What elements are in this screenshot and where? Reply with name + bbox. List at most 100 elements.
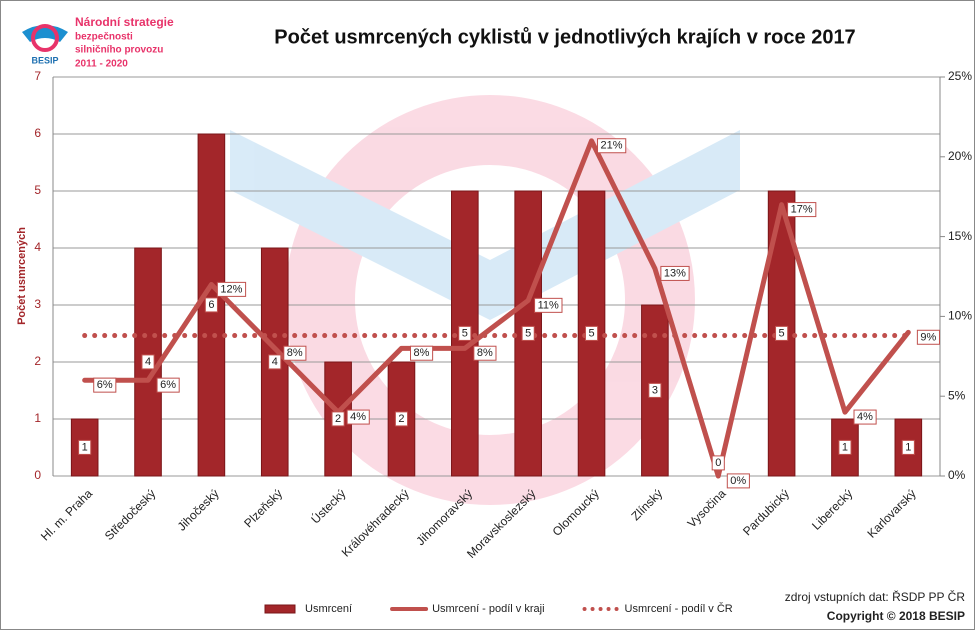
line-value-label-bg [410,345,434,361]
line-value-label: 8% [414,347,430,359]
bar-value-label-box: 2 [331,411,345,427]
bar-value-label: 3 [652,384,658,396]
line-value-label-bg [156,377,180,393]
line-value-label-box: 11% [534,297,563,313]
bar-value-label-bg [711,455,725,471]
line-value-label: 4% [857,411,873,423]
line-value-label-bg [283,345,307,361]
logo-line: bezpečnosti [75,32,133,43]
legend-swatch [264,604,296,614]
bar-value-label-box: 2 [394,411,409,427]
bar-value-label-bg [331,411,345,427]
logo-line: Národní strategie [75,15,174,29]
line-value-label: 17% [791,204,813,216]
line-value-label-box: 12% [216,281,247,297]
line-value-label-box: 0% [726,473,750,489]
bar-value-label-bg [78,439,92,455]
bar-value-label: 6 [208,299,214,311]
bar-value-label-box: 1 [901,439,915,455]
line-value-label-box: 17% [787,202,817,218]
logo-line: 2011 - 2020 [75,59,128,70]
y-tick-label: 7 [34,69,41,83]
line-value-label-bg [660,265,690,281]
legend-label: Usmrcení [305,603,352,615]
bar-value-label: 0 [715,457,721,469]
y-tick-label: 1 [34,411,41,425]
line-value-label-box: 6% [93,377,117,393]
bar-value-label-bg [648,382,662,398]
y-tick-label: 4 [34,240,41,254]
bar-value-label: 4 [272,356,278,368]
logo-ring [31,24,59,52]
line-value-label-bg [597,138,627,154]
legend-label: Usmrcení - podíl v kraji [432,603,544,615]
bar-value-label: 5 [525,327,531,339]
y-tick-label: 6 [34,126,41,140]
bar-value-label: 1 [82,441,88,453]
line-value-label-box: 4% [346,409,370,425]
bar-value-label: 4 [145,356,151,368]
bar-value-label-bg [521,325,535,341]
y2-tick-label: 10% [948,309,972,323]
bar-value-label-bg [458,325,472,341]
line-value-label: 6% [160,379,176,391]
bar-value-label-bg [141,354,155,370]
bar-value-label-box: 4 [268,354,282,370]
bar-value-label-bg [584,325,599,341]
bar-value-label: 2 [398,413,404,425]
line-value-label-bg [216,281,247,297]
y-tick-label: 2 [34,354,41,368]
chart-title: Počet usmrcených cyklistů v jednotlivých… [274,26,855,48]
bar-value-label: 5 [462,327,468,339]
bar-value-label-bg [775,325,789,341]
line-value-label-box: 8% [283,345,307,361]
bar-value-label-box: 5 [584,325,599,341]
bar-value-label-box: 1 [78,439,92,455]
line-value-label: 9% [920,331,936,343]
y-tick-label: 5 [34,183,41,197]
legend-label: Usmrcení - podíl v ČR [625,602,733,615]
line-value-label-box: 6% [156,377,180,393]
bar-value-label-box: 5 [521,325,535,341]
watermark [230,95,740,505]
bar-value-label-box: 1 [838,439,852,455]
y-axis-label: Počet usmrcených [16,227,28,325]
logo: BESIP Národní strategie bezpečnosti siln… [22,15,174,70]
line-value-label: 12% [220,283,242,295]
line-value-label: 8% [287,347,303,359]
line-value-label: 21% [601,140,623,152]
line-value-label-box: 9% [916,329,940,345]
line-value-label-bg [93,377,117,393]
line-value-label: 0% [730,475,746,487]
line-value-label-bg [473,345,497,361]
line-value-label-box: 8% [410,345,434,361]
y2-tick-label: 25% [948,69,972,83]
line-value-label-box: 8% [473,345,497,361]
bar-value-label-bg [394,411,409,427]
bar-value-label-box: 4 [141,354,155,370]
line-value-label-box: 13% [660,265,690,281]
bar-value-label: 1 [842,441,848,453]
bar-value-label: 2 [335,413,341,425]
line-value-label: 8% [477,347,493,359]
bar-value-label-bg [838,439,852,455]
y2-tick-label: 0% [948,468,966,482]
bar-value-label: 5 [779,327,785,339]
copyright: Copyright © 2018 BESIP [827,609,965,623]
bar-value-label-bg [901,439,915,455]
y2-tick-label: 15% [948,229,972,243]
line-value-label-box: 21% [597,138,627,154]
line-value-label-bg [534,297,563,313]
y-tick-label: 0 [34,468,41,482]
y-tick-label: 3 [34,297,41,311]
bar-value-label-bg [268,354,282,370]
line-value-label-bg [916,329,940,345]
line-value-label: 4% [350,411,366,423]
bar-value-label-box: 3 [648,382,662,398]
line-value-label: 13% [664,267,686,279]
bar-value-label-bg [204,297,218,313]
y2-tick-label: 5% [948,388,966,402]
bar-value-label-box: 6 [204,297,218,313]
